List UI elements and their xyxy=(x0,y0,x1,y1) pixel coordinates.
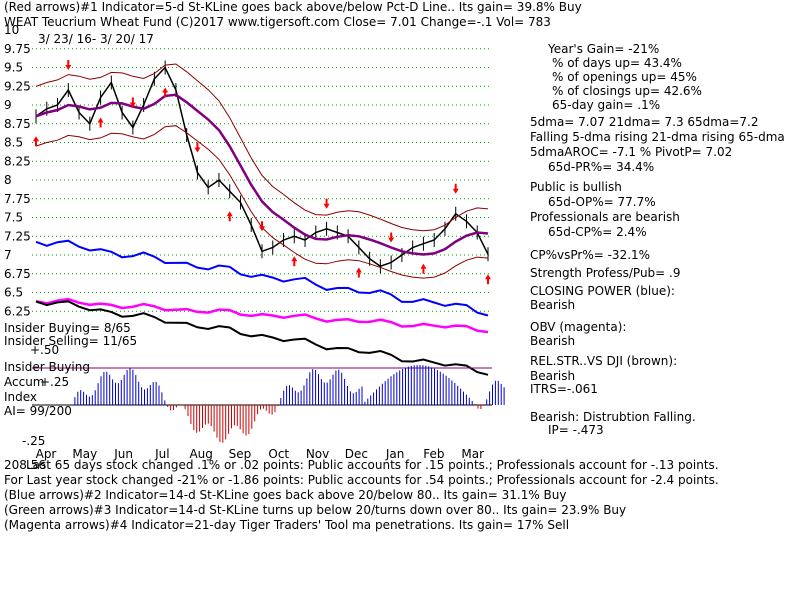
ip-value: IP= -.473 xyxy=(548,423,604,437)
buy-arrow xyxy=(162,87,169,98)
dma-values: 5dma= 7.07 21dma= 7.3 65dma=7.2 xyxy=(530,115,759,129)
obv-line xyxy=(35,297,489,334)
accum-level-plus50: +.50 xyxy=(30,343,60,357)
y-tick-label: 9 xyxy=(4,98,12,112)
op65: 65d-OP%= 77.7% xyxy=(548,195,656,209)
buy-arrow xyxy=(420,263,427,274)
relstr-value: Bearish xyxy=(530,369,576,383)
x-month-label: Jun xyxy=(113,447,133,461)
obv-value: Bearish xyxy=(530,334,576,348)
pr65: 65d-PR%= 34.4% xyxy=(548,160,655,174)
y-tick-label: 8.25 xyxy=(4,154,31,168)
upper-band xyxy=(35,63,489,232)
indicator1-caption: (Red arrows)#1 Indicator=5-d St-KLine go… xyxy=(4,0,582,14)
years-gain: Year's Gain= -21% xyxy=(548,42,660,56)
buy-arrow xyxy=(485,274,491,285)
distribution: Bearish: Distrubtion Falling. xyxy=(530,410,696,424)
y-tick-label: 7.5 xyxy=(4,211,23,225)
strength: Strength Profess/Pub= .9 xyxy=(530,266,681,280)
y-tick-label: 7.75 xyxy=(4,192,31,206)
footer-line1: Last 65 days stock changed .1% or .02 po… xyxy=(26,458,719,472)
closings-up: % of closings up= 42.6% xyxy=(552,84,702,98)
closing-power-title: CLOSING POWER (blue): xyxy=(530,284,675,298)
accum-level-plus25: +.25 xyxy=(40,375,70,389)
cp-vs-pr: CP%vsPr%= -32.1% xyxy=(530,248,651,262)
date-range: 3/ 23/ 16- 3/ 20/ 17 xyxy=(38,32,154,46)
ai-value: AI= 99/200 xyxy=(4,404,72,418)
y-tick-label: 6.5 xyxy=(4,286,23,300)
y-tick-label: 7 xyxy=(4,248,12,262)
x-month-label: Aug xyxy=(189,447,212,461)
page-marker: 10 xyxy=(4,23,19,37)
insider-buying: Insider Buying= 8/65 xyxy=(4,321,131,335)
footer-line3: (Blue arrows)#2 Indicator=14-d St-KLine … xyxy=(4,488,567,502)
footer-line4: (Green arrows)#3 Indicator=14-d St-KLine… xyxy=(4,503,627,517)
x-month-label: Feb xyxy=(423,447,444,461)
x-month-label: Nov xyxy=(306,447,329,461)
y-tick-label: 6.25 xyxy=(4,304,31,318)
x-month-label: May xyxy=(72,447,97,461)
gain-65d: 65-day gain= .1% xyxy=(552,98,661,112)
closing-power-line xyxy=(35,239,489,317)
y-tick-label: 6.75 xyxy=(4,267,31,281)
buy-arrow xyxy=(33,136,39,147)
x-month-label: Mar xyxy=(461,447,484,461)
itrs: ITRS=-.061 xyxy=(530,382,598,396)
accum-level-minus25: -.25 xyxy=(22,434,46,448)
y-tick-label: 7.25 xyxy=(4,229,31,243)
y-tick-label: 8 xyxy=(4,173,12,187)
days-up: % of days up= 43.4% xyxy=(552,56,682,70)
x-month-label: Oct xyxy=(268,447,289,461)
footer-prefix: 208.56 xyxy=(4,458,46,472)
buy-arrow xyxy=(355,267,362,278)
footer-line5: (Magenta arrows)#4 Indicator=21-day Tige… xyxy=(4,518,570,532)
buy-arrow xyxy=(97,117,104,128)
cp65: 65d-CP%= 2.4% xyxy=(548,225,647,239)
sell-arrow xyxy=(452,183,459,194)
y-tick-label: 9.75 xyxy=(4,42,31,56)
x-month-label: Sep xyxy=(229,447,252,461)
sell-arrow xyxy=(65,60,72,70)
y-tick-label: 8.5 xyxy=(4,136,23,150)
accum-label: Accum xyxy=(4,375,45,389)
x-month-label: Jul xyxy=(154,447,169,461)
footer-line2: For Last year stock changed -21% or -1.8… xyxy=(4,473,719,487)
index-label: Index xyxy=(4,390,38,404)
dma-trend: Falling 5-dma rising 21-dma rising 65-dm… xyxy=(530,130,785,144)
professionals-status: Professionals are bearish xyxy=(530,210,680,224)
sell-arrow xyxy=(259,221,265,232)
public-status: Public is bullish xyxy=(530,180,622,194)
y-tick-label: 9.5 xyxy=(4,61,23,75)
chart-title: WEAT Teucrium Wheat Fund (C)2017 www.tig… xyxy=(4,15,551,29)
x-month-label: Jan xyxy=(385,447,405,461)
ma65-line xyxy=(35,93,489,256)
obv-title: OBV (magenta): xyxy=(530,320,627,334)
y-tick-label: 8.75 xyxy=(4,117,31,131)
sell-arrow xyxy=(388,232,395,243)
sell-arrow xyxy=(194,142,201,153)
relstr-line xyxy=(35,300,489,376)
openings-up: % of openings up= 45% xyxy=(552,70,697,84)
relstr-title: REL.STR..VS DJI (brown): xyxy=(530,354,678,368)
x-month-label: Dec xyxy=(345,447,368,461)
aroc-pivot: 5dmaAROC= -7.1 % PivotP= 7.02 xyxy=(530,145,733,159)
closing-power-value: Bearish xyxy=(530,298,576,312)
buy-arrow xyxy=(291,256,298,267)
insider-selling: Insider Selling= 11/65 xyxy=(4,334,138,348)
y-tick-label: 9.25 xyxy=(4,79,31,93)
x-month-label: Apr xyxy=(36,447,57,461)
sell-arrow xyxy=(129,97,136,108)
buy-arrow xyxy=(226,211,233,222)
accum-title: Insider Buying xyxy=(4,360,90,374)
sell-arrow xyxy=(323,198,330,209)
